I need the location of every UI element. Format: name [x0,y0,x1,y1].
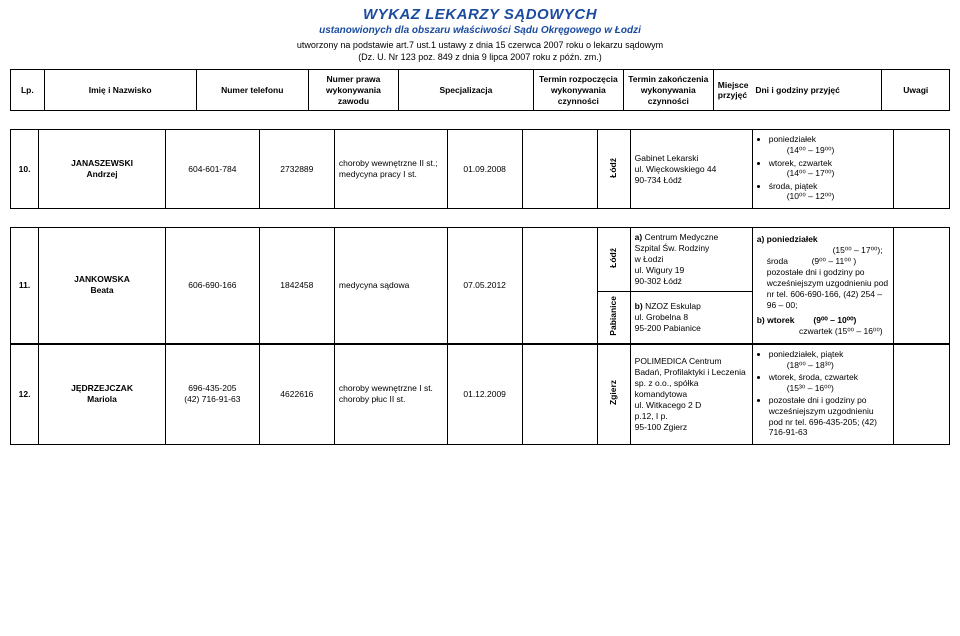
cell-start: 01.09.2008 [447,130,522,209]
city-label: Łódź [608,248,619,268]
city-label: Pabianice [608,296,619,336]
cell-place: POLIMEDICA Centrum Badań, Profilaktyki i… [630,344,752,444]
basis-line-1: utworzony na podstawie art.7 ust.1 ustaw… [297,40,663,50]
firstname: Andrzej [86,169,117,179]
cell-tel: 604-601-784 [165,130,259,209]
table-row: 12. JĘDRZEJCZAK Mariola 696-435-205(42) … [10,344,950,445]
cell-name: JANASZEWSKI Andrzej [39,130,166,209]
main-title: WYKAZ LEKARZY SĄDOWYCH [10,6,950,23]
cell-spec: choroby wewnętrzne I st. choroby płuc II… [334,344,447,444]
col-notes: Uwagi [882,70,950,111]
cell-tel: 606-690-166 [165,228,259,344]
cell-name: JĘDRZEJCZAK Mariola [39,344,166,444]
cell-tel: 696-435-205(42) 716-91-63 [165,344,259,444]
cell-start: 01.12.2009 [447,344,522,444]
column-header-table: Lp. Imię i Nazwisko Numer telefonu Numer… [10,69,950,111]
cell-notes [893,130,949,209]
cell-hours: a) poniedziałek (15⁰⁰ – 17⁰⁰); środa (9⁰… [752,228,893,344]
place-label-a: a) [635,232,643,242]
surname: JANASZEWSKI [71,158,133,168]
cell-law: 2732889 [259,130,334,209]
col-spec: Specjalizacja [398,70,533,111]
cell-lp: 10. [11,130,39,209]
table-row: 11. JANKOWSKA Beata 606-690-166 1842458 … [10,227,950,344]
cell-end [522,228,597,344]
surname: JANKOWSKA [74,274,130,284]
cell-law: 4622616 [259,344,334,444]
col-lp: Lp. [11,70,45,111]
cell-spec: choroby wewnętrzne II st.; medycyna prac… [334,130,447,209]
firstname: Mariola [87,394,117,404]
cell-place: b) NZOZ Eskulapul. Grobelna 895-200 Pabi… [630,292,752,344]
cell-end [522,344,597,444]
place-label-b: b) [635,301,643,311]
basis-line-2: (Dz. U. Nr 123 poz. 849 z dnia 9 lipca 2… [358,52,602,62]
cell-start: 07.05.2012 [447,228,522,344]
hours-a-rest: pozostałe dni i godziny po wcześniejszym… [757,267,889,311]
cell-hours: poniedziałek(14⁰⁰ – 19⁰⁰)wtorek, czwarte… [752,130,893,209]
cell-lp: 12. [11,344,39,444]
hours-b-line2: czwartek (15⁰⁰ – 16⁰⁰) [757,326,889,337]
hours-b-label: b) wtorek (9⁰⁰ – 10⁰⁰) [757,315,857,325]
cell-notes [893,344,949,444]
col-law: Numer prawa wykonywania zawodu [308,70,398,111]
city-label: Łódź [608,158,619,178]
cell-law: 1842458 [259,228,334,344]
basis-text: utworzony na podstawie art.7 ust.1 ustaw… [10,40,950,63]
cell-place: a) Centrum MedyczneSzpital Św. Rodzinyw … [630,228,752,292]
cell-end [522,130,597,209]
col-end: Termin zakończenia wykonywania czynności [623,70,713,111]
table-row: 10. JANASZEWSKI Andrzej 604-601-784 2732… [10,129,950,209]
cell-city: Zgierz [597,344,630,444]
document-header: WYKAZ LEKARZY SĄDOWYCH ustanowionych dla… [10,6,950,63]
cell-city: Łódź [597,130,630,209]
hours-a-label: a) poniedziałek [757,234,818,244]
col-start: Termin rozpoczęcia wykonywania czynności [533,70,623,111]
cell-city: Pabianice [597,292,630,344]
firstname: Beata [90,285,113,295]
cell-hours: poniedziałek, piątek(18⁰⁰ – 18³⁰)wtorek,… [752,344,893,444]
cell-name: JANKOWSKA Beata [39,228,166,344]
hours-a-sroda: środa (9⁰⁰ – 11⁰⁰ ) [757,256,889,267]
cell-city: Łódź [597,228,630,292]
subtitle: ustanowionych dla obszaru właściwości Są… [10,25,950,36]
cell-spec: medycyna sądowa [334,228,447,344]
cell-place: Gabinet Lekarskiul. Więckowskiego 4490-7… [630,130,752,209]
cell-lp: 11. [11,228,39,344]
hours-a-time1: (15⁰⁰ – 17⁰⁰); [757,245,889,256]
city-label: Zgierz [608,380,619,405]
col-name: Imię i Nazwisko [44,70,196,111]
col-tel: Numer telefonu [196,70,308,111]
surname: JĘDRZEJCZAK [71,383,133,393]
cell-notes [893,228,949,344]
